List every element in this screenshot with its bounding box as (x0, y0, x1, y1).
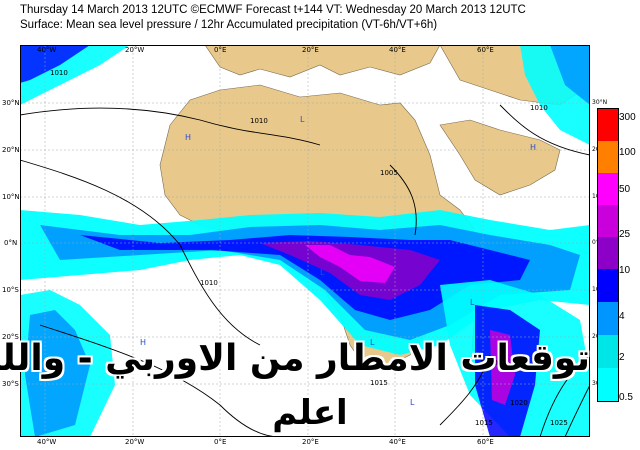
high-pressure-marker: H (530, 143, 536, 152)
map-canvas: 1010 1010 1005 1010 1010 1015 1020 1025 … (20, 45, 590, 437)
lon-tick-bottom: 0°E (214, 438, 227, 446)
legend-swatch (598, 173, 618, 205)
isobar-label: 1010 (480, 359, 498, 367)
high-pressure-marker: H (520, 363, 526, 372)
precip-legend (597, 108, 619, 402)
map-border (20, 45, 590, 437)
legend-label: 50 (619, 184, 631, 195)
high-pressure-marker: H (140, 338, 146, 347)
legend-label: 300 (619, 112, 636, 123)
precip-nw-atlantic-core (20, 45, 90, 83)
legend-label: 2 (619, 352, 625, 363)
lon-tick-bottom: 20°W (125, 438, 145, 446)
legend-swatch (598, 335, 618, 368)
precip-south-atlantic-core (25, 310, 90, 437)
isobar-label: 1005 (380, 169, 398, 177)
isobar-label: 1010 (250, 117, 268, 125)
isobar (20, 159, 261, 346)
isobar-labels: 1010 1010 1005 1010 1010 1015 1020 1025 … (50, 69, 568, 427)
precip-field (20, 45, 590, 437)
legend-label: 25 (619, 229, 631, 240)
isobar (389, 164, 417, 236)
isobars (20, 104, 590, 437)
legend-swatch (598, 368, 618, 401)
lon-tick-top: 20°W (125, 46, 145, 54)
isobar-label: 1015 (475, 419, 493, 427)
lon-tick-bottom: 60°E (477, 438, 494, 446)
low-pressure-marker: L (470, 298, 475, 307)
low-pressure-marker: L (410, 398, 415, 407)
legend-label: 0.5 (619, 392, 633, 403)
precip-peak (305, 245, 395, 283)
low-pressure-marker: L (370, 338, 375, 347)
graticule (20, 45, 590, 437)
lon-tick-top: 20°E (302, 46, 319, 54)
land-europe (204, 45, 441, 78)
isobar-label: 1010 (200, 279, 218, 287)
precip-indian-peak (490, 330, 515, 405)
isobar (39, 324, 281, 437)
legend-swatch (598, 237, 618, 269)
overlay-caption: توقعات الامطار من الاوربي - والله (0, 338, 590, 379)
isobar-label: 1010 (50, 69, 68, 77)
map-title: Thursday 14 March 2013 12UTC ©ECMWF Fore… (20, 4, 526, 16)
lat-tick-left: 10°N (2, 193, 20, 201)
isobar (499, 104, 590, 156)
lat-tick-right: 30°N (592, 99, 608, 106)
lon-tick-top: 40°E (389, 46, 406, 54)
legend-label: 4 (619, 311, 625, 322)
isobar (564, 384, 590, 437)
lat-tick-left: 30°N (2, 99, 20, 107)
isobar (20, 107, 321, 146)
low-pressure-marker: L (300, 115, 305, 124)
isobar-label: 1015 (370, 379, 388, 387)
legend-swatch (598, 302, 618, 335)
legend-swatch (598, 205, 618, 237)
lon-tick-bottom: 20°E (302, 438, 319, 446)
low-pressure-marker: L (320, 268, 325, 277)
map-subtitle: Surface: Mean sea level pressure / 12hr … (20, 19, 438, 31)
lon-tick-bottom: 40°W (37, 438, 57, 446)
lon-tick-top: 0°E (214, 46, 227, 54)
legend-swatch (598, 109, 618, 141)
legend-swatch (598, 141, 618, 173)
lat-tick-left: 10°S (2, 286, 19, 294)
lat-tick-left: 30°S (2, 380, 19, 388)
lon-tick-top: 40°W (37, 46, 57, 54)
high-pressure-marker: H (185, 133, 191, 142)
isobar (439, 354, 491, 426)
lat-tick-left: 20°N (2, 146, 20, 154)
legend-label: 100 (619, 147, 636, 158)
land-arabia (439, 119, 561, 196)
overlay-caption-line2: اعلم (272, 393, 348, 433)
lat-tick-left: 20°S (2, 333, 19, 341)
isobar-label: 1025 (550, 419, 568, 427)
isobar-label: 1020 (510, 399, 528, 407)
lat-tick-left: 0°N (4, 239, 18, 247)
isobar-label: 1010 (530, 104, 548, 112)
pressure-markers: H L H L L H L H L (140, 115, 536, 407)
lon-tick-bottom: 40°E (389, 438, 406, 446)
forecast-map: 1010 1010 1005 1010 1010 1015 1020 1025 … (20, 45, 590, 437)
isobar (539, 354, 590, 437)
legend-label: 10 (619, 265, 631, 276)
lon-tick-top: 60°E (477, 46, 494, 54)
precip-ne-core (550, 45, 590, 105)
legend-swatch (598, 269, 618, 302)
